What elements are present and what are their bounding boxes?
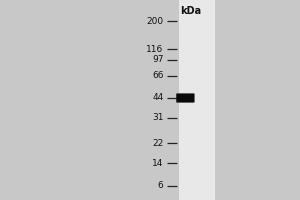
Text: 6: 6 [158,182,164,190]
Text: 14: 14 [152,158,164,168]
Text: 22: 22 [152,138,164,148]
Text: kDa: kDa [180,6,201,16]
Text: 200: 200 [146,17,164,25]
FancyBboxPatch shape [176,93,195,103]
Text: 116: 116 [146,45,164,53]
Text: 31: 31 [152,114,164,122]
Text: 66: 66 [152,72,164,80]
Text: 44: 44 [152,94,164,102]
Text: 97: 97 [152,55,164,64]
Bar [178,0,214,200]
